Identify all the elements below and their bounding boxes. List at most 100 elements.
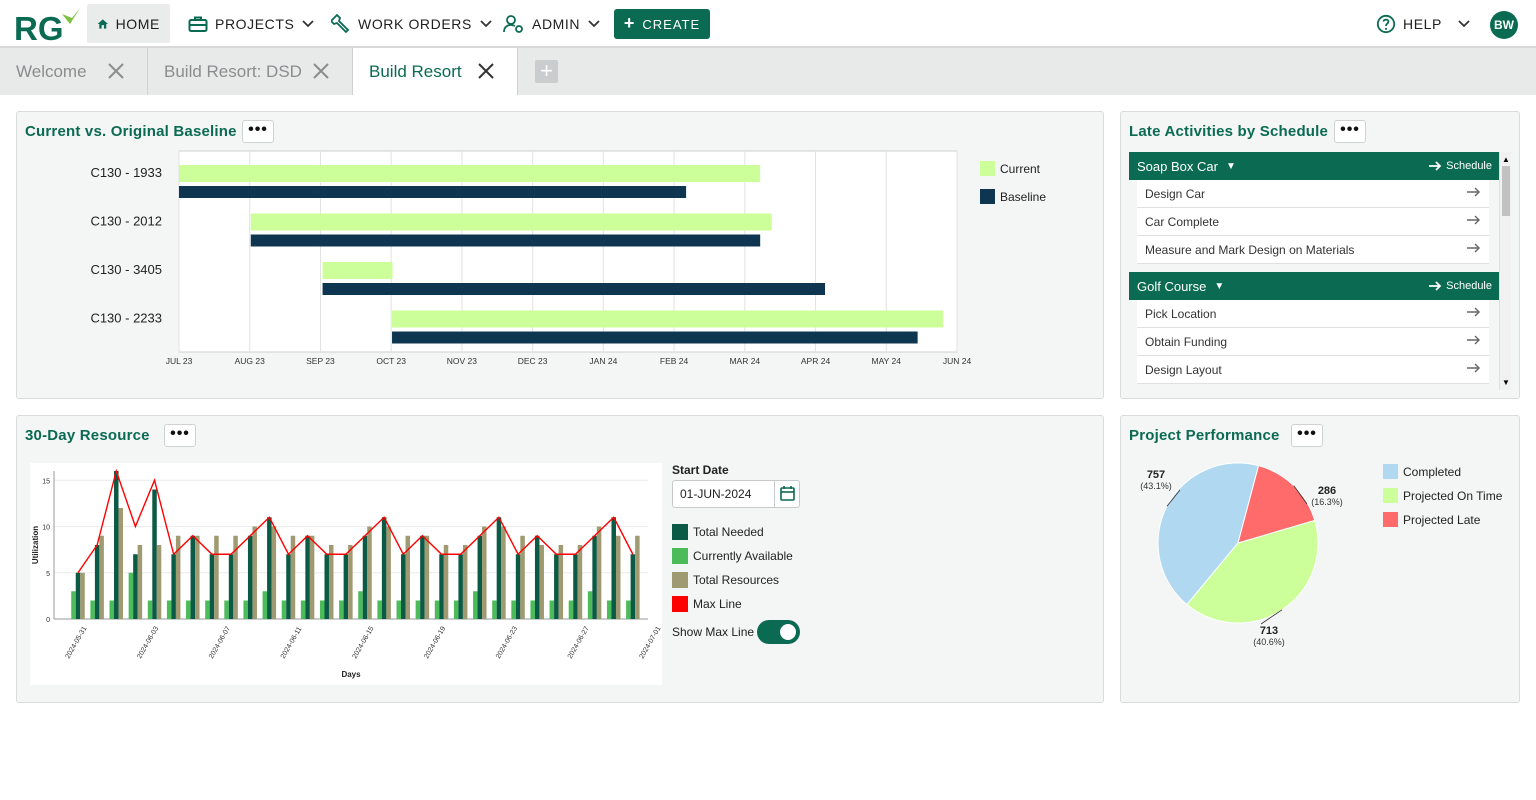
show-max-line-toggle[interactable] <box>757 620 800 644</box>
activity-name: Obtain Funding <box>1145 334 1228 349</box>
total-resources-bar <box>271 526 277 619</box>
more-options-button[interactable]: ••• <box>1291 424 1323 447</box>
more-options-button[interactable]: ••• <box>164 424 196 447</box>
wrench-icon <box>331 13 350 33</box>
create-button[interactable]: + CREATE <box>614 9 710 39</box>
late-activity-row[interactable]: Pick Location <box>1137 300 1489 328</box>
close-icon[interactable] <box>107 62 125 80</box>
nav-help[interactable]: HELP <box>1366 4 1480 43</box>
arrow-right-icon[interactable] <box>1467 214 1481 226</box>
panel-title: Current vs. Original Baseline <box>25 123 237 140</box>
legend-total-needed: Total Needed <box>672 524 764 540</box>
available-bar <box>358 591 363 619</box>
legend-currently-available: Currently Available <box>672 548 793 564</box>
total-resources-bar <box>195 535 200 619</box>
start-date-label: Start Date <box>672 463 729 477</box>
total-resources-bar <box>386 526 391 619</box>
arrow-right-icon[interactable] <box>1467 334 1481 346</box>
needed-bar <box>496 517 502 619</box>
total-resources-bar <box>462 545 468 619</box>
calendar-button[interactable] <box>774 481 799 507</box>
scroll-down-icon[interactable]: ▼ <box>1502 378 1510 387</box>
x-tick-label: DEC 23 <box>518 356 548 366</box>
nav-admin[interactable]: ADMIN <box>493 4 610 43</box>
close-icon[interactable] <box>312 62 330 80</box>
needed-bar <box>152 489 157 619</box>
nav-home[interactable]: HOME <box>87 4 170 43</box>
late-activity-row[interactable]: Measure and Mark Design on Materials <box>1137 236 1489 264</box>
rg-logo[interactable]: RG <box>14 6 80 44</box>
needed-bar <box>592 535 597 619</box>
schedule-group-header[interactable]: Soap Box Car ▼ Schedule <box>1129 152 1499 180</box>
scrollbar-thumb[interactable] <box>1502 166 1510 216</box>
value-label: 713 <box>1260 625 1278 637</box>
late-activity-row[interactable]: Design Layout <box>1137 356 1489 384</box>
available-bar <box>205 600 210 619</box>
nav-help-label: HELP <box>1403 15 1442 32</box>
needed-bar <box>343 554 349 619</box>
show-max-line-label: Show Max Line <box>672 625 755 639</box>
calendar-icon <box>780 486 795 501</box>
plus-icon: + <box>623 12 636 33</box>
pie-slice <box>1186 519 1319 624</box>
more-options-button[interactable]: ••• <box>1334 120 1366 143</box>
needed-bar <box>94 545 100 619</box>
available-bar <box>319 600 325 619</box>
available-bar <box>71 591 76 619</box>
needed-bar <box>267 517 272 619</box>
x-tick-label: 2024-06-23 <box>495 625 519 660</box>
total-resources-bar <box>80 572 85 619</box>
activity-name: Car Complete <box>1145 214 1220 229</box>
needed-bar <box>286 554 291 619</box>
category-label: C130 - 1933 <box>90 165 162 180</box>
open-schedule-link[interactable]: Schedule <box>1429 280 1492 292</box>
tab-build-resort-dsd[interactable]: Build Resort: DSD <box>148 48 353 95</box>
total-resources-bar <box>214 535 219 619</box>
panel-title: Late Activities by Schedule <box>1129 123 1329 140</box>
x-tick-label: OCT 23 <box>376 356 406 366</box>
total-resources-bar <box>443 545 449 619</box>
tab-label: Welcome <box>16 61 87 81</box>
arrow-right-icon[interactable] <box>1467 242 1481 254</box>
available-bar <box>128 572 134 619</box>
leader-line <box>1260 609 1283 625</box>
tab-build-resort[interactable]: Build Resort <box>353 48 518 95</box>
legend-label: Currently Available <box>693 549 793 563</box>
user-avatar[interactable]: BW <box>1490 11 1518 39</box>
schedule-group-header[interactable]: Golf Course ▼ Schedule <box>1129 272 1499 300</box>
available-bar <box>300 600 306 619</box>
more-options-button[interactable]: ••• <box>242 120 274 143</box>
available-bar <box>90 600 95 619</box>
needed-bar <box>534 535 540 619</box>
x-tick-label: 2024-07-01 <box>639 625 662 660</box>
nav-work-orders[interactable]: WORK ORDERS <box>321 4 502 43</box>
baseline-chart: JUL 23 AUG 23 SEP 23 OCT 23 NOV 23 DEC 23 JAN … <box>90 150 971 366</box>
late-activity-row[interactable]: Car Complete <box>1137 208 1489 236</box>
needed-bar <box>515 554 521 619</box>
close-icon[interactable] <box>477 62 495 80</box>
legend-label: Max Line <box>693 597 742 611</box>
current-bar <box>392 310 944 328</box>
scroll-up-icon[interactable]: ▲ <box>1502 155 1510 164</box>
start-date-input[interactable]: 01-JUN-2024 <box>672 480 800 508</box>
open-schedule-link[interactable]: Schedule <box>1429 160 1492 172</box>
arrow-right-icon[interactable] <box>1467 362 1481 374</box>
scrollbar[interactable]: ▲ ▼ <box>1499 152 1511 390</box>
nav-projects[interactable]: PROJECTS <box>178 4 324 43</box>
chevron-down-icon <box>1458 19 1470 27</box>
needed-bar <box>133 554 138 619</box>
total-resources-bar <box>539 545 544 619</box>
arrow-right-icon[interactable] <box>1467 186 1481 198</box>
late-activity-row[interactable]: Obtain Funding <box>1137 328 1489 356</box>
x-tick-label: 2024-06-11 <box>280 626 304 660</box>
arrow-right-icon[interactable] <box>1467 306 1481 318</box>
add-tab-button[interactable]: + <box>535 60 558 83</box>
legend-label: Completed <box>1403 464 1462 479</box>
arrow-right-icon <box>1429 161 1442 171</box>
available-bar <box>587 591 593 619</box>
tab-welcome[interactable]: Welcome <box>0 48 148 95</box>
legend-swatch <box>1383 464 1398 479</box>
late-activity-row[interactable]: Design Car <box>1137 180 1489 208</box>
activity-name: Design Car <box>1145 186 1206 201</box>
total-resources-bar <box>615 535 621 619</box>
